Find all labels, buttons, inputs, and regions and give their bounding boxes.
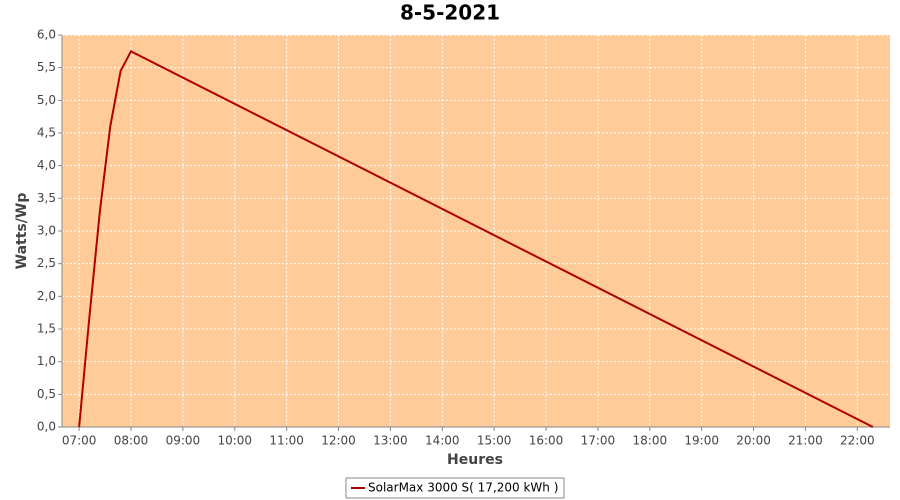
x-tick-label: 13:00 [373,434,408,448]
y-tick-label: 0,0 [37,420,56,434]
x-tick-label: 08:00 [114,434,149,448]
y-tick-label: 2,0 [37,289,56,303]
x-tick-label: 20:00 [736,434,771,448]
x-tick-label: 12:00 [321,434,356,448]
y-tick-label: 1,0 [37,354,56,368]
x-tick-label: 16:00 [529,434,564,448]
y-tick-label: 2,5 [37,256,56,270]
chart-title: 8-5-2021 [400,1,500,25]
x-tick-label: 11:00 [269,434,304,448]
x-tick-label: 21:00 [788,434,823,448]
legend-label: SolarMax 3000 S( 17,200 kWh ) [368,481,558,495]
y-tick-label: 3,0 [37,224,56,238]
y-tick-label: 5,0 [37,93,56,107]
series-line [78,49,874,428]
y-tick-label: 4,0 [37,158,56,172]
legend-box [345,477,565,499]
x-tick-label: 18:00 [633,434,668,448]
y-tick-label: 5,5 [37,60,56,74]
y-axis-label: Watts/Wp [14,193,30,270]
x-tick-label: 19:00 [684,434,719,448]
x-tick-label: 17:00 [581,434,616,448]
y-tick-label: 0,5 [37,387,56,401]
x-tick-label: 14:00 [425,434,460,448]
x-tick-label: 09:00 [166,434,201,448]
y-tick-label: 4,5 [37,126,56,140]
x-tick-label: 10:00 [217,434,252,448]
y-tick-label: 6,0 [37,28,56,42]
legend: SolarMax 3000 S( 17,200 kWh ) [345,477,565,499]
x-tick-label: 22:00 [840,434,875,448]
y-tick-label: 1,5 [37,322,56,336]
x-tick-label: 07:00 [62,434,97,448]
y-tick-label: 3,5 [37,191,56,205]
x-tick-label: 15:00 [477,434,512,448]
x-axis-label: Heures [447,452,503,468]
